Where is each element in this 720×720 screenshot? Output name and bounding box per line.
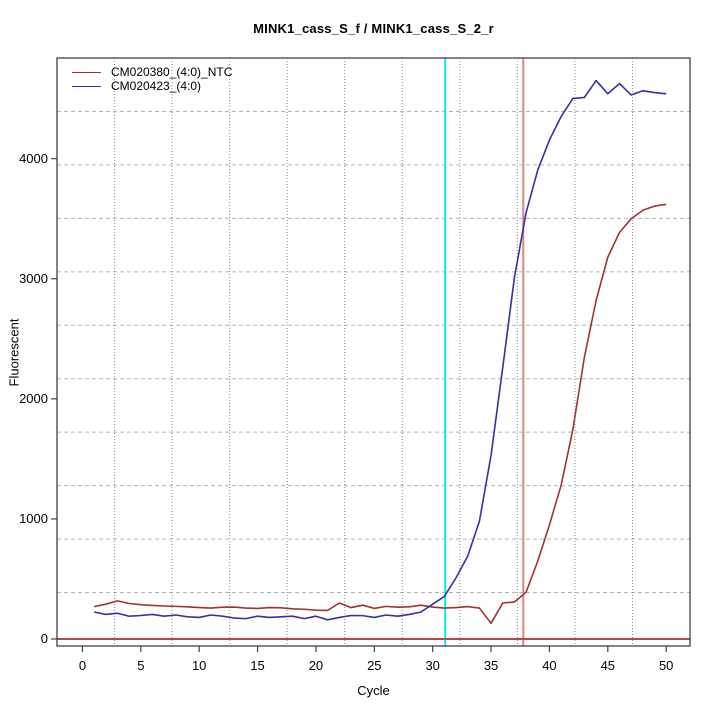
plot-border [56, 57, 691, 647]
y-tick-label: 3000 [19, 270, 48, 286]
x-axis-title: Cycle [357, 683, 390, 698]
y-tick-label: 4000 [19, 150, 48, 166]
y-axis-title: Fluorescent [6, 318, 22, 387]
curve-CM020380_(4:0)_NTC [93, 203, 667, 625]
x-tick-label: 30 [425, 658, 440, 673]
legend-line-sample-blue [72, 85, 101, 87]
x-tick-label: 10 [191, 658, 207, 673]
x-tick-label: 20 [308, 658, 324, 673]
legend: CM020380_(4:0)_NTC CM020423_(4:0) [72, 65, 232, 93]
x-tick-label: 50 [658, 658, 674, 673]
x-tick-label: 35 [483, 658, 499, 673]
y-tick-label: 1000 [19, 510, 48, 526]
legend-label-sample: CM020423_(4:0) [111, 79, 202, 93]
x-tick-label: 45 [600, 658, 616, 673]
legend-line-sample-red [72, 71, 101, 73]
legend-label-ntc: CM020380_(4:0)_NTC [111, 65, 233, 79]
curve-CM020423_(4:0) [93, 79, 667, 621]
x-tick-label: 40 [542, 658, 557, 673]
x-tick-label: 0 [78, 658, 87, 673]
x-tick-label: 5 [137, 658, 145, 673]
y-tick-label: 2000 [19, 390, 48, 406]
x-tick-label: 15 [250, 658, 265, 673]
legend-item-ntc: CM020380_(4:0)_NTC [72, 65, 232, 79]
chart-title: MINK1_cass_S_f / MINK1_cass_S_2_r [253, 21, 494, 36]
x-tick-label: 25 [367, 658, 382, 673]
y-tick-label: 0 [40, 631, 48, 647]
legend-item-sample: CM020423_(4:0) [72, 79, 232, 93]
